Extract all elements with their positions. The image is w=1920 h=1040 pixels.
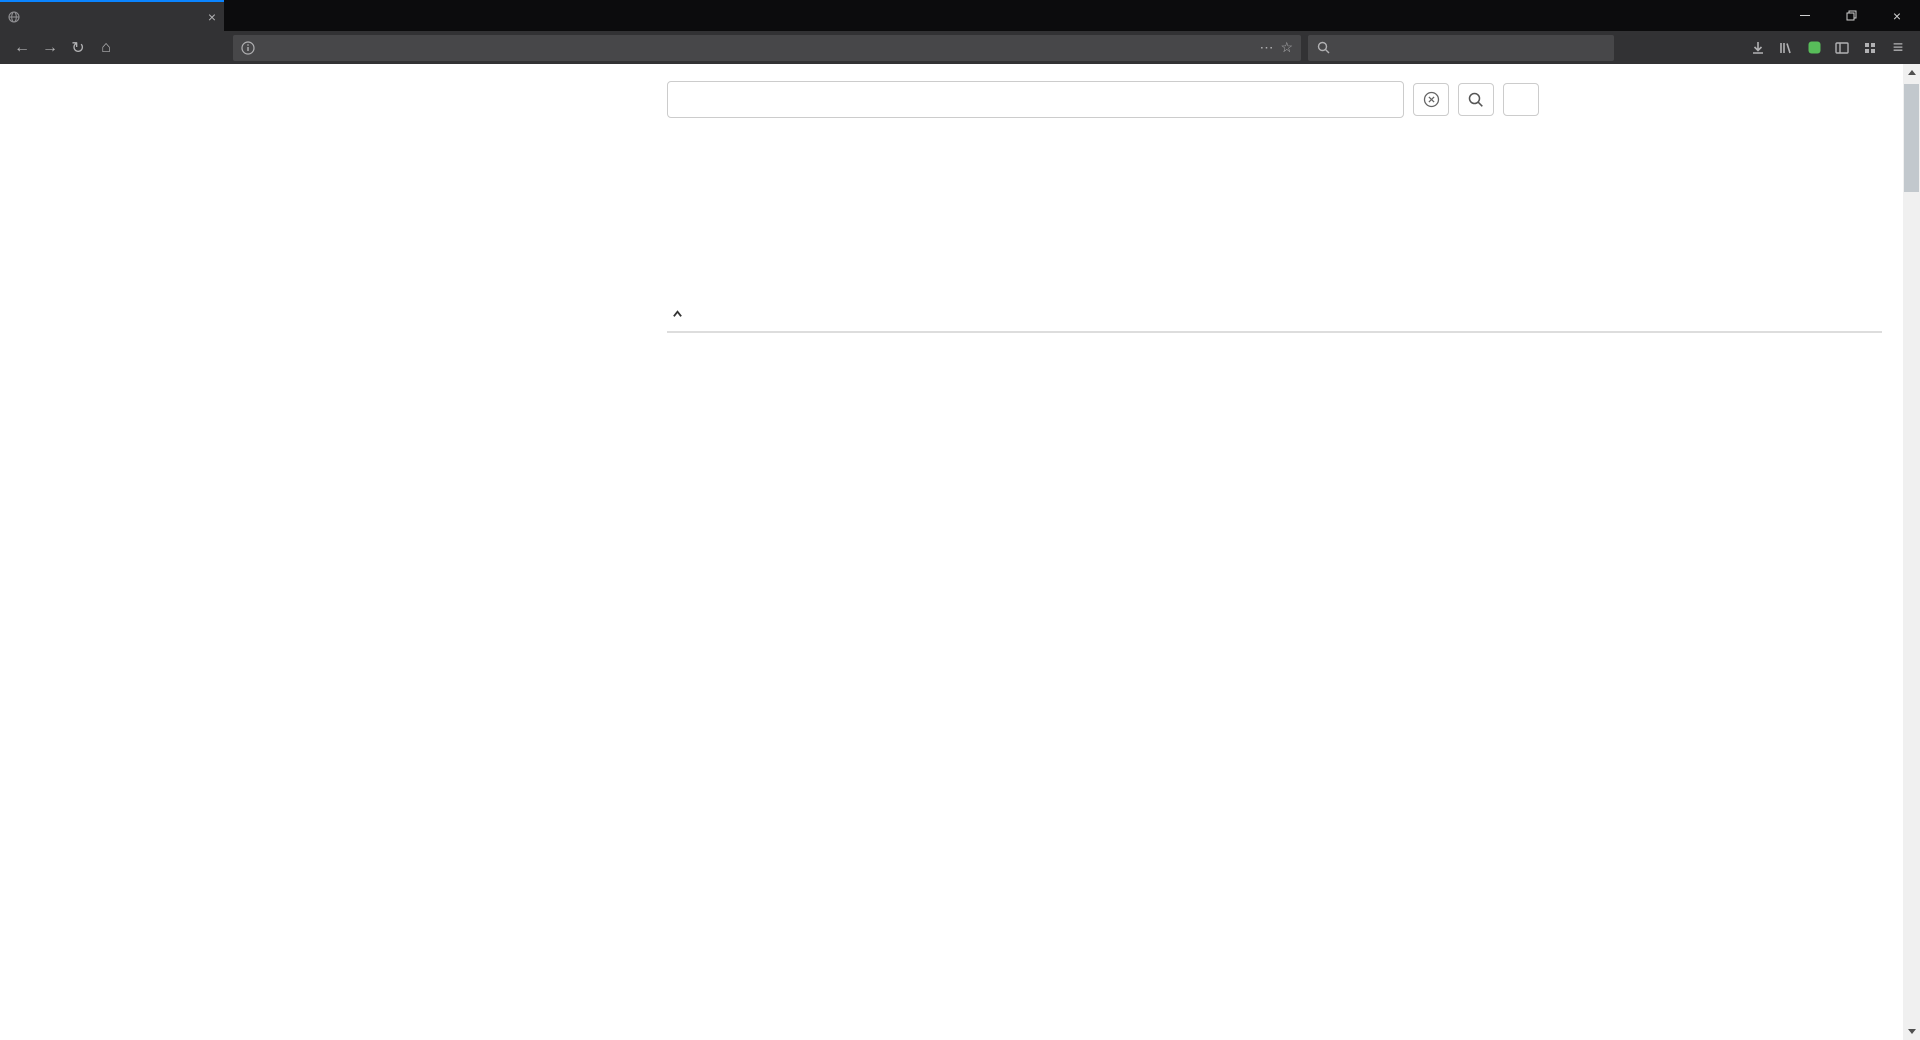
toolbar-right-icons: ≡ xyxy=(1744,35,1912,61)
page-actions-icon[interactable]: ⋯ xyxy=(1259,39,1274,55)
period-chart-svg xyxy=(667,136,1882,288)
scroll-up-button[interactable] xyxy=(1903,64,1920,81)
sidebar-toggle-button[interactable] xyxy=(1828,35,1856,61)
search-button[interactable] xyxy=(1458,83,1494,116)
query-input[interactable] xyxy=(667,81,1404,118)
clear-circle-icon xyxy=(1423,91,1439,108)
apps-grid-button[interactable] xyxy=(1856,35,1884,61)
home-button[interactable]: ⌂ xyxy=(101,38,111,56)
scrollbar-thumb[interactable] xyxy=(1904,84,1919,192)
browser-tab[interactable]: × xyxy=(0,0,224,31)
menu-button[interactable]: ≡ xyxy=(1892,37,1904,57)
url-bar[interactable]: ⋯ ☆ xyxy=(233,34,1301,61)
download-button[interactable] xyxy=(1744,35,1772,61)
restore-icon xyxy=(1846,10,1856,21)
page-content xyxy=(0,64,1920,1040)
browser-search-bar[interactable] xyxy=(1308,34,1614,61)
search-row xyxy=(667,81,1882,118)
register-header-row xyxy=(667,300,1882,333)
forward-button[interactable]: → xyxy=(42,38,58,56)
tab-favicon-icon xyxy=(8,10,20,23)
window-controls: × xyxy=(1782,0,1920,31)
search-icon xyxy=(1468,92,1483,107)
column-header-date[interactable] xyxy=(667,300,827,333)
scroll-down-button[interactable] xyxy=(1903,1023,1920,1040)
restore-button[interactable] xyxy=(1828,0,1874,31)
close-window-button[interactable]: × xyxy=(1892,7,1902,24)
search-icon xyxy=(1317,41,1330,54)
arrow-down-icon xyxy=(1907,1029,1916,1034)
minimize-button[interactable] xyxy=(1782,0,1828,31)
arrow-up-icon xyxy=(1907,70,1916,75)
page-scrollbar[interactable] xyxy=(1903,64,1920,1040)
browser-titlebar: × × xyxy=(0,0,1920,31)
sort-ascending-icon xyxy=(673,310,682,317)
library-button[interactable] xyxy=(1772,35,1800,61)
page-info-icon[interactable] xyxy=(241,40,255,55)
column-header-description[interactable] xyxy=(827,300,1209,333)
clear-query-button[interactable] xyxy=(1413,83,1449,116)
extension-icon[interactable] xyxy=(1800,35,1828,61)
main-panel xyxy=(667,64,1882,333)
minimize-icon xyxy=(1800,15,1810,16)
tab-close-icon[interactable]: × xyxy=(207,8,216,25)
column-header-period-total[interactable] xyxy=(1687,300,1882,333)
new-tab-button[interactable] xyxy=(224,0,256,31)
browser-navbar: ← → ↻ ⌂ ⋯ ☆ ≡ xyxy=(0,31,1920,64)
column-header-amount[interactable] xyxy=(1449,300,1687,333)
bookmark-star-icon[interactable]: ☆ xyxy=(1280,39,1293,55)
reload-button[interactable]: ↻ xyxy=(71,39,85,57)
column-header-account[interactable] xyxy=(1209,300,1449,333)
help-button[interactable] xyxy=(1503,83,1539,116)
accounts-sidebar xyxy=(0,134,632,140)
register-table xyxy=(667,300,1882,333)
back-button[interactable]: ← xyxy=(14,38,30,56)
